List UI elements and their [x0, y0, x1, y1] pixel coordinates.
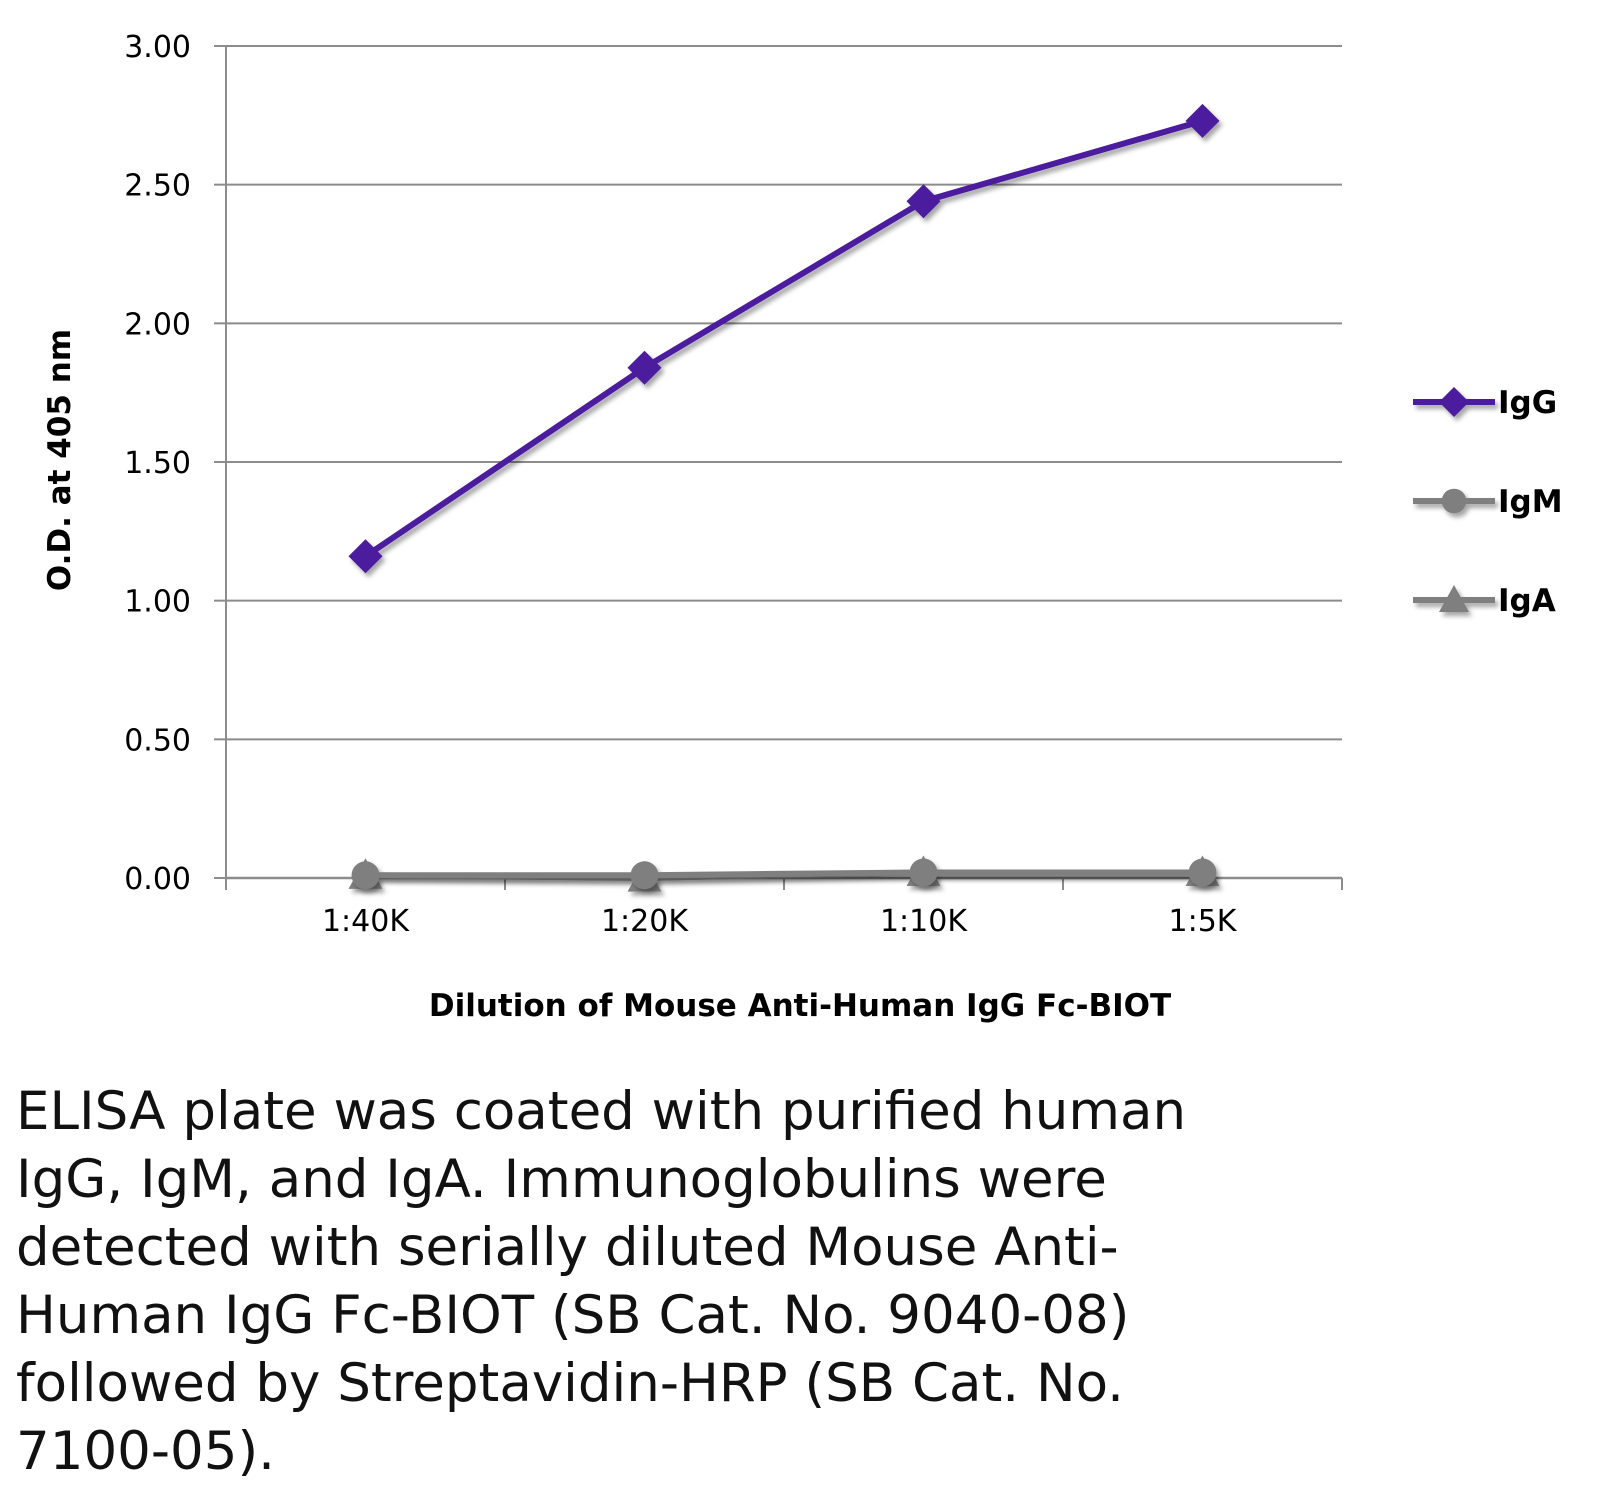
y-tick-label: 0.50 [124, 723, 191, 758]
diamond-marker [627, 350, 662, 385]
circle-marker [630, 861, 659, 890]
circle-marker [1188, 858, 1217, 887]
diamond-marker [348, 539, 383, 574]
series-line [363, 117, 1204, 559]
y-axis-title: O.D. at 405 nm [42, 329, 78, 591]
x-tick-label: 1:5K [1169, 904, 1238, 939]
circle-marker [1441, 488, 1467, 514]
figure-caption: ELISA plate was coated with purified hum… [16, 1081, 1187, 1482]
triangle-marker [1439, 585, 1469, 612]
x-tick-label: 1:40K [322, 904, 410, 939]
y-tick-label: 2.50 [124, 169, 191, 204]
legend-item-iga [1413, 585, 1495, 612]
series-line [365, 869, 1203, 879]
gridlines [226, 45, 1342, 741]
legend: IgG IgM IgA [1413, 385, 1563, 619]
y-tick-label: 3.00 [124, 30, 191, 65]
diamond-marker [1439, 387, 1469, 417]
circle-marker [351, 861, 380, 890]
series-igm [351, 858, 1217, 890]
y-tick-label: 0.00 [124, 862, 191, 897]
legend-item-igg [1413, 387, 1495, 417]
diamond-marker [1185, 103, 1220, 138]
diamond-marker [906, 184, 941, 219]
y-tick-label: 1.50 [124, 446, 191, 481]
axes: 0.00 0.50 1.00 1.50 2.00 2.50 3.00 1:40K 1:20K 1:… [124, 30, 1343, 939]
elisa-line-chart: 0.00 0.50 1.00 1.50 2.00 2.50 3.00 1:40K 1:20K 1:… [42, 30, 1563, 1024]
circle-marker [909, 858, 938, 887]
series-lines [348, 103, 1220, 892]
x-tick-label: 1:20K [601, 904, 689, 939]
y-tick-label: 1.00 [124, 585, 191, 620]
series-igg [348, 103, 1220, 574]
legend-label: IgA [1498, 583, 1556, 619]
legend-label: IgM [1498, 484, 1563, 520]
chart-canvas: 0.00 0.50 1.00 1.50 2.00 2.50 3.00 1:40K 1:20K 1:… [42, 30, 1563, 1024]
y-tick-label: 2.00 [124, 307, 191, 342]
x-tick-label: 1:10K [880, 904, 968, 939]
legend-item-igm [1413, 488, 1495, 514]
legend-label: IgG [1498, 385, 1557, 421]
x-axis-title: Dilution of Mouse Anti-Human IgG Fc-BIOT [429, 988, 1171, 1024]
